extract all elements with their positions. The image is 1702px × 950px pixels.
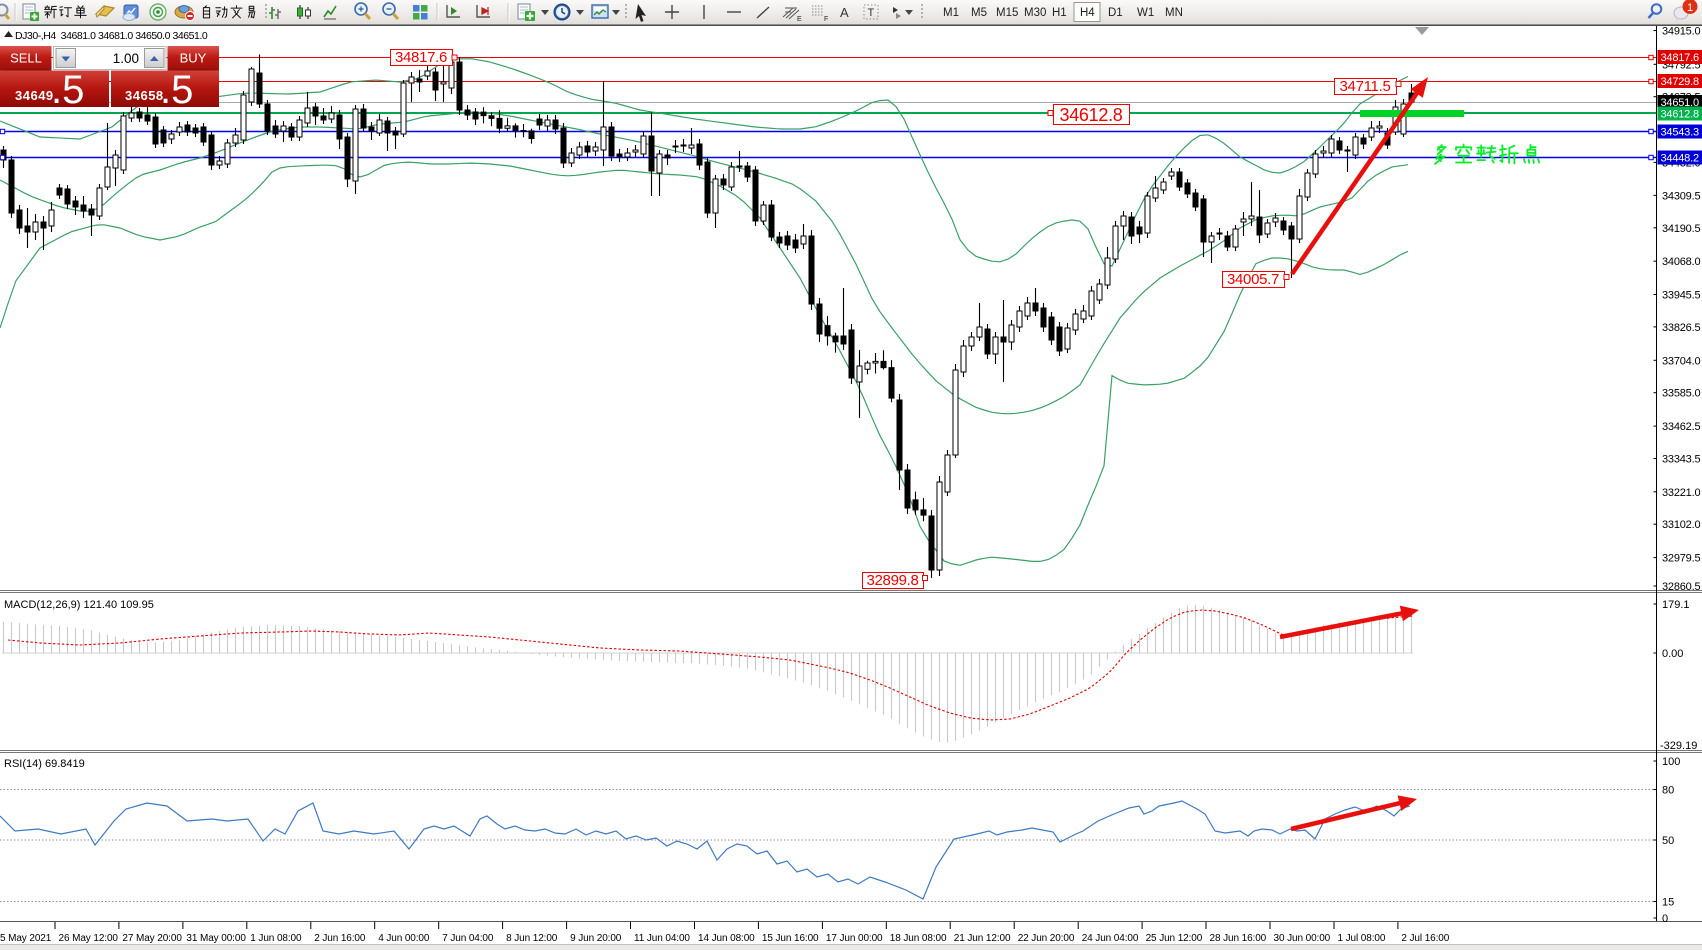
svg-text:-329.19: -329.19 [1660, 740, 1697, 752]
svg-text:H1: H1 [1052, 7, 1067, 19]
svg-text:.5: .5 [51, 68, 84, 112]
svg-text:M5: M5 [971, 7, 987, 19]
svg-text:34711.5: 34711.5 [1339, 78, 1390, 95]
svg-text:4 Jun 00:00: 4 Jun 00:00 [378, 933, 430, 944]
svg-text:32979.5: 32979.5 [1662, 553, 1700, 565]
svg-text:26 May 12:00: 26 May 12:00 [59, 933, 119, 944]
svg-text:34543.3: 34543.3 [1661, 127, 1699, 139]
svg-text:33102.0: 33102.0 [1662, 519, 1700, 531]
svg-text:28 Jun 16:00: 28 Jun 16:00 [1210, 933, 1267, 944]
svg-text:8 Jun 12:00: 8 Jun 12:00 [506, 933, 558, 944]
svg-text:15: 15 [1662, 897, 1674, 909]
svg-text:.5: .5 [160, 68, 193, 112]
svg-text:RSI(14) 69.8419: RSI(14) 69.8419 [4, 758, 85, 770]
svg-text:34729.8: 34729.8 [1661, 76, 1699, 88]
svg-text:34612.8: 34612.8 [1661, 109, 1699, 121]
svg-text:MN: MN [1165, 7, 1183, 19]
svg-text:34612.8: 34612.8 [1060, 105, 1123, 125]
svg-text:50: 50 [1662, 835, 1674, 847]
svg-text:0.00: 0.00 [1662, 648, 1683, 660]
svg-text:33585.0: 33585.0 [1662, 388, 1700, 400]
svg-text:1.00: 1.00 [113, 51, 139, 66]
svg-text:32899.8: 32899.8 [866, 572, 918, 589]
svg-text:34309.5: 34309.5 [1662, 190, 1700, 202]
svg-text:24 Jun 04:00: 24 Jun 04:00 [1082, 933, 1139, 944]
svg-text:21 Jun 12:00: 21 Jun 12:00 [954, 933, 1011, 944]
svg-text:0: 0 [1662, 913, 1668, 925]
svg-text:34649: 34649 [15, 88, 54, 103]
svg-text:33945.5: 33945.5 [1662, 290, 1700, 302]
svg-text:1: 1 [1687, 2, 1693, 14]
svg-text:1 Jul 08:00: 1 Jul 08:00 [1338, 933, 1386, 944]
svg-text:H4: H4 [1080, 7, 1095, 19]
svg-text:31 May 00:00: 31 May 00:00 [186, 933, 246, 944]
svg-text:M30: M30 [1024, 7, 1046, 19]
svg-text:100: 100 [1662, 756, 1680, 768]
svg-text:A: A [840, 5, 849, 20]
svg-text:7 Jun 04:00: 7 Jun 04:00 [442, 933, 494, 944]
svg-text:E: E [797, 16, 802, 23]
svg-text:22 Jun 20:00: 22 Jun 20:00 [1018, 933, 1075, 944]
svg-text:34658: 34658 [125, 88, 164, 103]
svg-text:T: T [868, 7, 875, 19]
svg-text:15 Jun 16:00: 15 Jun 16:00 [762, 933, 819, 944]
svg-text:34817.6: 34817.6 [1661, 52, 1699, 64]
svg-text:SELL: SELL [10, 51, 42, 66]
svg-text:34005.7: 34005.7 [1227, 271, 1279, 288]
svg-text:D1: D1 [1108, 7, 1123, 19]
svg-text:33462.5: 33462.5 [1662, 421, 1700, 433]
svg-text:DJ30-,H4 34681.0 34681.0 3465: DJ30-,H4 34681.0 34681.0 34650.0 34651.0 [15, 30, 208, 42]
svg-text:9 Jun 20:00: 9 Jun 20:00 [570, 933, 622, 944]
svg-text:33826.5: 33826.5 [1662, 322, 1700, 334]
svg-text:33221.0: 33221.0 [1662, 487, 1700, 499]
svg-text:30 Jun 00:00: 30 Jun 00:00 [1274, 933, 1331, 944]
svg-text:34068.0: 34068.0 [1662, 256, 1700, 268]
svg-text:W1: W1 [1137, 7, 1154, 19]
svg-text:34448.2: 34448.2 [1661, 153, 1699, 165]
svg-text:27 May 20:00: 27 May 20:00 [122, 933, 182, 944]
svg-text:1 Jun 08:00: 1 Jun 08:00 [250, 933, 302, 944]
svg-text:34190.5: 34190.5 [1662, 223, 1700, 235]
svg-text:33343.5: 33343.5 [1662, 454, 1700, 466]
svg-text:MACD(12,26,9) 121.40 109.95: MACD(12,26,9) 121.40 109.95 [4, 599, 154, 611]
svg-text:32860.5: 32860.5 [1662, 581, 1700, 593]
svg-text:33704.0: 33704.0 [1662, 355, 1700, 367]
svg-text:25 Jun 12:00: 25 Jun 12:00 [1146, 933, 1203, 944]
svg-text:F: F [824, 16, 828, 23]
svg-text:11 Jun 04:00: 11 Jun 04:00 [634, 933, 690, 944]
svg-text:BUY: BUY [180, 51, 207, 66]
svg-text:14 Jun 08:00: 14 Jun 08:00 [698, 933, 755, 944]
svg-text:18 Jun 08:00: 18 Jun 08:00 [890, 933, 947, 944]
svg-text:179.1: 179.1 [1662, 599, 1690, 611]
svg-text:2 Jul 16:00: 2 Jul 16:00 [1401, 933, 1449, 944]
svg-text:M15: M15 [996, 7, 1018, 19]
svg-text:34915.0: 34915.0 [1662, 26, 1700, 38]
svg-text:80: 80 [1662, 785, 1674, 797]
svg-text:34817.6: 34817.6 [395, 49, 447, 66]
svg-text:M1: M1 [943, 7, 959, 19]
svg-text:2 Jun 16:00: 2 Jun 16:00 [314, 933, 366, 944]
svg-text:34651.0: 34651.0 [1661, 97, 1699, 109]
svg-text:17 Jun 00:00: 17 Jun 00:00 [826, 933, 883, 944]
svg-text:25 May 2021: 25 May 2021 [0, 933, 52, 944]
